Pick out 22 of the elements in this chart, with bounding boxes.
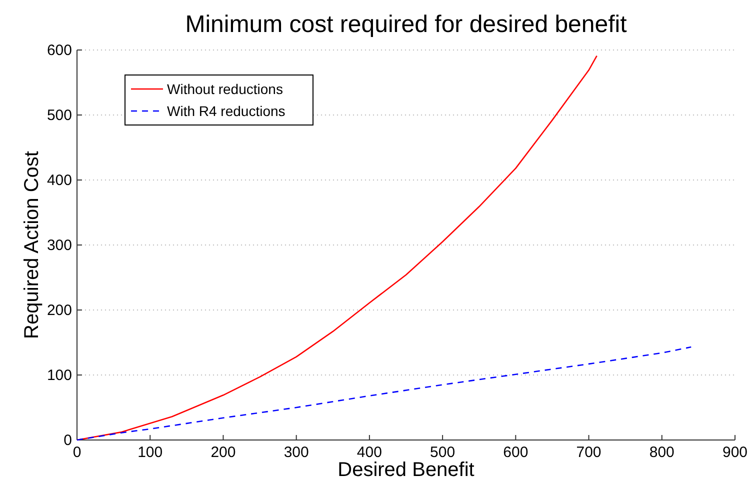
y-tick-label: 0 <box>64 432 72 449</box>
x-tick-label: 500 <box>430 444 456 461</box>
y-tick-label: 400 <box>46 172 72 189</box>
chart-title: Minimum cost required for desired benefit <box>185 11 628 38</box>
y-tick-label: 100 <box>46 367 72 384</box>
y-tick-label: 200 <box>46 302 72 319</box>
legend-label: With R4 reductions <box>167 103 286 119</box>
x-tick-label: 100 <box>138 444 163 461</box>
x-tick-label: 700 <box>576 444 602 461</box>
x-tick-label: 800 <box>649 444 674 461</box>
x-tick-label: 200 <box>210 444 236 461</box>
y-axis-title: Required Action Cost <box>21 150 43 339</box>
x-axis-title: Desired Benefit <box>338 459 475 481</box>
x-tick-label: 600 <box>503 444 528 461</box>
y-tick-label: 500 <box>46 107 72 124</box>
x-tick-label: 300 <box>284 444 309 461</box>
y-tick-label: 600 <box>46 42 72 59</box>
line-series <box>76 346 692 441</box>
x-tick-label: 900 <box>722 444 748 461</box>
y-tick-label: 300 <box>46 237 72 254</box>
x-tick-label: 400 <box>356 444 382 461</box>
legend-label: Without reductions <box>167 81 283 97</box>
